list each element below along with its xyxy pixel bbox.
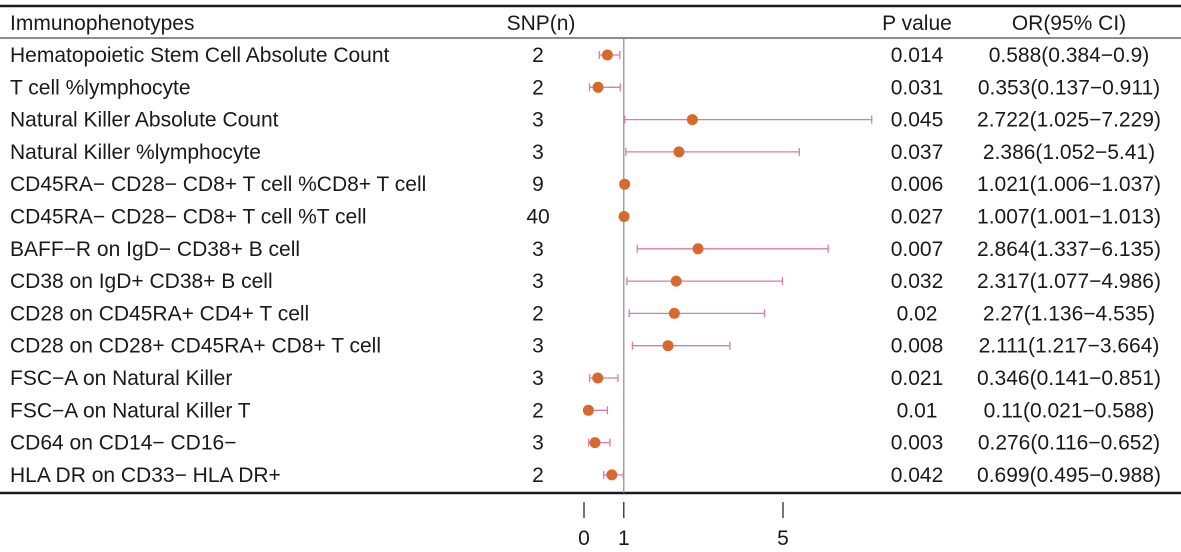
row-snp-count: 3	[532, 367, 544, 390]
row-or-ci: 0.699(0.495−0.988)	[977, 464, 1161, 487]
row-or-ci: 2.111(1.217−3.664)	[979, 335, 1160, 358]
or-point	[601, 49, 613, 61]
x-axis: 0 1 5	[578, 502, 789, 550]
row-label: Natural Killer Absolute Count	[10, 109, 279, 132]
row-label: Hematopoietic Stem Cell Absolute Count	[10, 44, 390, 67]
or-point	[606, 469, 618, 481]
row-p-value: 0.032	[891, 270, 944, 293]
or-point	[618, 211, 630, 222]
or-point	[619, 178, 631, 190]
row-label: CD45RA− CD28− CD8+ T cell %T cell	[10, 206, 367, 229]
or-point	[673, 146, 685, 158]
row-snp-count: 3	[532, 238, 544, 261]
or-point	[589, 437, 601, 449]
or-point	[670, 275, 682, 287]
row-or-ci: 2.317(1.077−4.986)	[977, 270, 1161, 293]
or-point	[592, 81, 604, 93]
x-tick-label: 1	[618, 527, 630, 550]
row-snp-count: 2	[532, 302, 544, 325]
or-point	[662, 340, 674, 352]
row-p-value: 0.007	[891, 238, 944, 261]
row-p-value: 0.042	[891, 464, 944, 487]
row-snp-count: 40	[526, 206, 549, 229]
row-or-ci: 0.346(0.141−0.851)	[977, 367, 1161, 390]
table-rows: Hematopoietic Stem Cell Absolute Count 2 0…	[10, 44, 1161, 487]
row-or-ci: 1.007(1.001−1.013)	[977, 206, 1161, 229]
row-or-ci: 2.864(1.337−6.135)	[977, 238, 1161, 261]
row-snp-count: 9	[532, 173, 544, 196]
row-label: FSC−A on Natural Killer	[10, 367, 232, 390]
or-point	[686, 114, 698, 126]
row-or-ci: 2.27(1.136−4.535)	[983, 302, 1155, 325]
row-snp-count: 3	[532, 109, 544, 132]
row-p-value: 0.01	[897, 399, 938, 422]
row-or-ci: 1.021(1.006−1.037)	[977, 173, 1161, 196]
header-p-value: P value	[882, 12, 952, 35]
row-label: CD38 on IgD+ CD38+ B cell	[10, 270, 273, 293]
or-point	[592, 372, 604, 384]
row-p-value: 0.014	[891, 44, 944, 67]
row-snp-count: 3	[532, 270, 544, 293]
row-p-value: 0.045	[891, 109, 944, 132]
header-or-ci: OR(95% CI)	[1012, 12, 1126, 35]
or-point	[668, 307, 680, 319]
row-snp-count: 2	[532, 76, 544, 99]
row-p-value: 0.006	[891, 173, 944, 196]
plot-marks	[582, 49, 873, 481]
row-snp-count: 2	[532, 44, 544, 67]
row-p-value: 0.031	[891, 76, 944, 99]
x-tick-label: 5	[777, 527, 789, 550]
row-or-ci: 0.353(0.137−0.911)	[978, 76, 1160, 99]
row-snp-count: 2	[532, 464, 544, 487]
row-label: CD28 on CD45RA+ CD4+ T cell	[10, 302, 309, 325]
or-point	[582, 404, 594, 416]
row-p-value: 0.02	[897, 302, 938, 325]
or-point	[692, 243, 704, 255]
row-snp-count: 3	[532, 335, 544, 358]
row-snp-count: 3	[532, 432, 544, 455]
row-label: HLA DR on CD33− HLA DR+	[10, 464, 281, 487]
row-label: CD64 on CD14− CD16−	[10, 432, 236, 455]
row-p-value: 0.003	[891, 432, 944, 455]
row-or-ci: 0.276(0.116−0.652)	[978, 432, 1160, 455]
row-label: BAFF−R on IgD− CD38+ B cell	[10, 238, 300, 261]
row-label: CD28 on CD28+ CD45RA+ CD8+ T cell	[10, 335, 381, 358]
row-p-value: 0.008	[891, 335, 944, 358]
header-immunophenotypes: Immunophenotypes	[10, 12, 194, 35]
header-snp: SNP(n)	[507, 12, 576, 35]
row-label: FSC−A on Natural Killer T	[10, 399, 251, 422]
row-snp-count: 2	[532, 399, 544, 422]
row-label: Natural Killer %lymphocyte	[10, 141, 261, 164]
row-or-ci: 2.722(1.025−7.229)	[977, 109, 1161, 132]
row-p-value: 0.027	[891, 206, 944, 229]
row-or-ci: 0.11(0.021−0.588)	[984, 399, 1155, 422]
row-or-ci: 0.588(0.384−0.9)	[989, 44, 1150, 67]
row-label: T cell %lymphocyte	[10, 76, 191, 99]
row-or-ci: 2.386(1.052−5.41)	[983, 141, 1155, 164]
row-label: CD45RA− CD28− CD8+ T cell %CD8+ T cell	[10, 173, 426, 196]
row-snp-count: 3	[532, 141, 544, 164]
row-p-value: 0.037	[891, 141, 944, 164]
row-p-value: 0.021	[891, 367, 944, 390]
x-tick-label: 0	[578, 527, 590, 550]
